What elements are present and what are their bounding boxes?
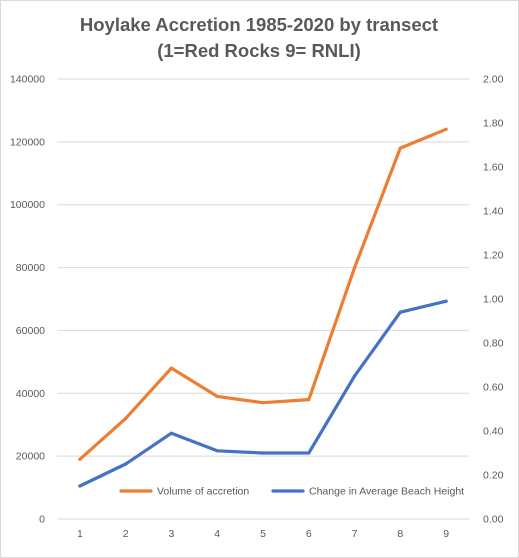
x-tick-label: 3 (169, 528, 175, 540)
legend-label: Volume of accretion (157, 486, 249, 498)
y2-tick-label: 1.20 (483, 250, 504, 262)
x-tick-label: 1 (77, 528, 83, 540)
y2-tick-label: 1.00 (483, 294, 504, 306)
data-point (352, 265, 357, 270)
series-line-volume (78, 127, 448, 461)
data-point (215, 394, 219, 399)
x-tick-label: 2 (123, 528, 129, 540)
gridlines (57, 78, 469, 520)
data-point (307, 451, 311, 455)
data-point (78, 484, 82, 488)
data-point (169, 431, 174, 435)
right-axis-ticks: 0.00 0.20 0.40 0.60 0.80 1.00 1.20 1.40 1.60 1.80… (483, 74, 504, 526)
data-point (352, 374, 357, 378)
data-point (261, 451, 265, 455)
data-point (169, 366, 174, 370)
chart-subtitle: (1=Red Rocks 9= RNLI) (157, 40, 361, 61)
y2-tick-label: 0.80 (483, 338, 504, 350)
y2-tick-label: 0.20 (483, 470, 504, 482)
series-lines (78, 127, 448, 488)
left-axis-ticks: 0 20000 40000 60000 80000 100000 120000 140000 (10, 74, 45, 526)
x-tick-label: 8 (397, 528, 403, 540)
y-tick-label: 0 (39, 514, 45, 526)
y-tick-label: 100000 (10, 199, 45, 211)
y2-tick-label: 2.00 (483, 74, 504, 86)
y-tick-label: 40000 (16, 388, 45, 400)
x-tick-label: 7 (352, 528, 358, 540)
legend-label: Change in Average Beach Height (309, 486, 464, 498)
y-tick-label: 120000 (10, 136, 45, 148)
y-tick-label: 80000 (16, 262, 45, 274)
y-tick-label: 140000 (10, 74, 45, 86)
data-point (444, 127, 448, 131)
y2-tick-label: 0.40 (483, 426, 504, 438)
x-axis-ticks: 1 2 3 4 5 6 7 8 9 (77, 528, 449, 540)
data-point (307, 397, 311, 402)
data-point (124, 462, 128, 466)
y2-tick-label: 0.60 (483, 382, 504, 394)
y2-tick-label: 0.00 (483, 514, 504, 526)
y-tick-label: 60000 (16, 325, 45, 337)
data-point (444, 299, 448, 303)
data-point (261, 401, 265, 405)
data-point (124, 416, 128, 421)
x-tick-label: 5 (260, 528, 266, 540)
y-tick-label: 20000 (16, 451, 45, 463)
data-point (398, 146, 402, 150)
x-tick-label: 4 (214, 528, 220, 540)
legend: Volume of accretion Change in Average Bea… (119, 486, 464, 498)
y2-tick-label: 1.40 (483, 206, 504, 218)
x-tick-label: 6 (306, 528, 312, 540)
y2-tick-label: 1.80 (483, 118, 504, 130)
data-point (215, 449, 219, 453)
data-point (398, 310, 402, 314)
chart-title: Hoylake Accretion 1985-2020 by transect (80, 14, 438, 35)
data-point (78, 457, 82, 461)
y2-tick-label: 1.60 (483, 162, 504, 174)
x-tick-label: 9 (443, 528, 449, 540)
